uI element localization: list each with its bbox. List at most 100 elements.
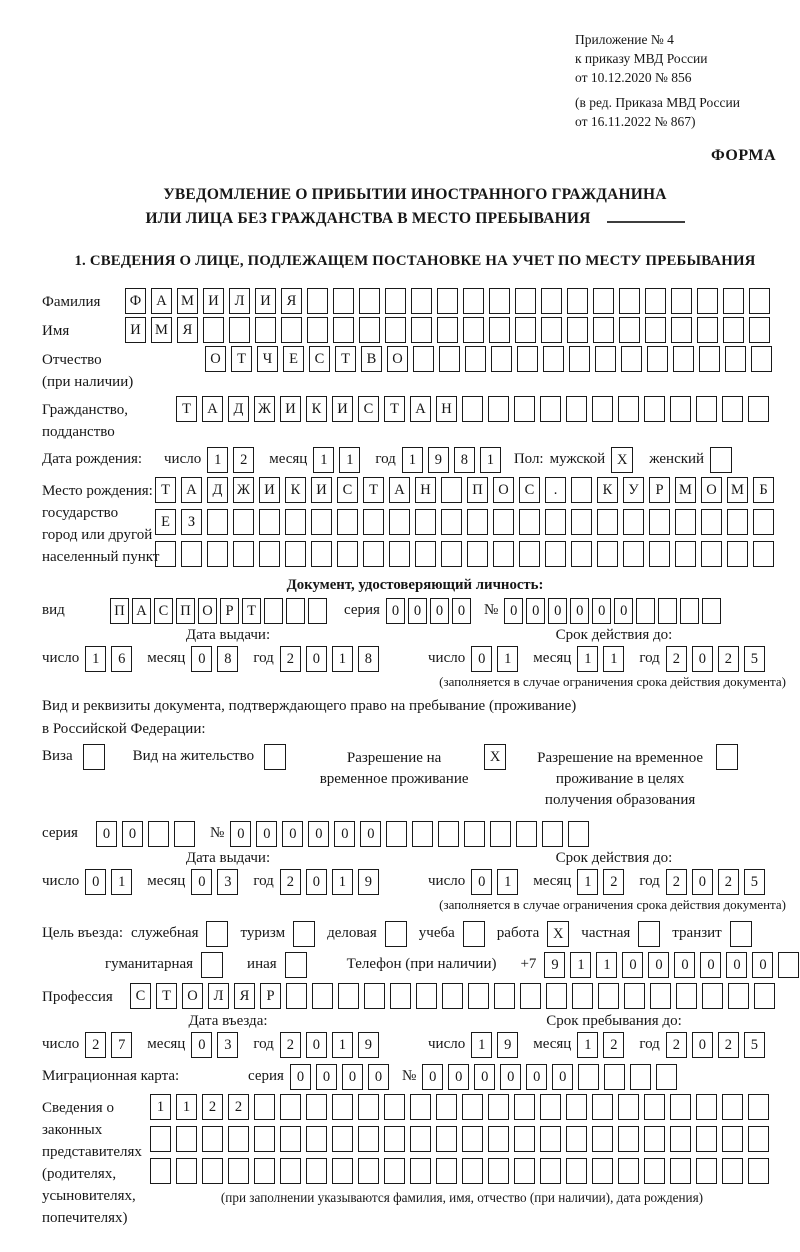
checkbox-cell[interactable] bbox=[264, 744, 287, 770]
char-box[interactable]: 0 bbox=[448, 1064, 470, 1090]
char-box[interactable]: 5 bbox=[743, 646, 765, 672]
char-box[interactable]: Я bbox=[234, 983, 255, 1009]
char-box[interactable]: Т bbox=[335, 346, 356, 372]
char-box[interactable] bbox=[286, 598, 305, 624]
char-box[interactable] bbox=[264, 598, 283, 624]
char-box[interactable] bbox=[748, 396, 769, 422]
checkbox-cell[interactable] bbox=[293, 921, 316, 947]
char-box[interactable] bbox=[436, 1126, 457, 1152]
char-box[interactable]: 0 bbox=[752, 952, 774, 978]
char-box[interactable]: 0 bbox=[500, 1064, 522, 1090]
char-box[interactable]: 0 bbox=[230, 821, 252, 847]
char-box[interactable] bbox=[467, 541, 488, 567]
char-box[interactable] bbox=[727, 509, 748, 535]
char-box[interactable] bbox=[203, 317, 224, 343]
char-box[interactable]: 2 bbox=[665, 646, 687, 672]
char-box[interactable]: 1 bbox=[331, 646, 353, 672]
char-box[interactable]: 0 bbox=[504, 598, 524, 624]
char-box[interactable] bbox=[306, 1158, 327, 1184]
char-box[interactable] bbox=[359, 317, 380, 343]
char-box[interactable] bbox=[545, 541, 566, 567]
char-box[interactable]: И bbox=[125, 317, 146, 343]
char-box[interactable]: 3 bbox=[217, 1032, 239, 1058]
char-box[interactable]: С bbox=[519, 477, 540, 503]
char-box[interactable]: Р bbox=[649, 477, 670, 503]
char-box[interactable] bbox=[463, 288, 484, 314]
checkbox-cell[interactable] bbox=[638, 921, 661, 947]
checkbox-cell[interactable] bbox=[729, 921, 752, 947]
char-box[interactable] bbox=[675, 509, 696, 535]
char-box[interactable] bbox=[464, 821, 486, 847]
char-box[interactable]: 1 bbox=[331, 1032, 353, 1058]
char-box[interactable]: . bbox=[545, 477, 566, 503]
char-box[interactable] bbox=[514, 396, 535, 422]
char-box[interactable]: 0 bbox=[526, 598, 546, 624]
char-box[interactable]: 0 bbox=[191, 646, 213, 672]
char-box[interactable]: 2 bbox=[717, 646, 739, 672]
char-box[interactable] bbox=[592, 396, 613, 422]
char-box[interactable]: 1 bbox=[339, 447, 361, 473]
char-box[interactable]: 1 bbox=[150, 1094, 171, 1120]
char-box[interactable]: 0 bbox=[289, 1064, 311, 1090]
char-box[interactable] bbox=[280, 1126, 301, 1152]
char-box[interactable]: Я bbox=[281, 288, 302, 314]
char-box[interactable] bbox=[181, 541, 202, 567]
char-box[interactable] bbox=[465, 346, 486, 372]
char-box[interactable] bbox=[280, 1094, 301, 1120]
char-box[interactable] bbox=[363, 509, 384, 535]
char-box[interactable] bbox=[358, 1158, 379, 1184]
char-box[interactable] bbox=[259, 541, 280, 567]
char-box[interactable]: И bbox=[203, 288, 224, 314]
char-box[interactable]: 9 bbox=[427, 447, 449, 473]
char-box[interactable]: 1 bbox=[577, 869, 599, 895]
char-box[interactable] bbox=[566, 1158, 587, 1184]
char-box[interactable] bbox=[701, 541, 722, 567]
char-box[interactable]: 1 bbox=[176, 1094, 197, 1120]
char-box[interactable]: Н bbox=[415, 477, 436, 503]
char-box[interactable] bbox=[649, 541, 670, 567]
char-box[interactable]: 0 bbox=[191, 1032, 213, 1058]
char-box[interactable]: М bbox=[177, 288, 198, 314]
char-box[interactable] bbox=[569, 346, 590, 372]
char-box[interactable]: 2 bbox=[665, 1032, 687, 1058]
char-box[interactable] bbox=[337, 541, 358, 567]
char-box[interactable] bbox=[385, 317, 406, 343]
char-box[interactable]: 1 bbox=[85, 646, 107, 672]
char-box[interactable] bbox=[437, 288, 458, 314]
char-box[interactable]: 6 bbox=[111, 646, 133, 672]
char-box[interactable] bbox=[592, 1094, 613, 1120]
char-box[interactable] bbox=[493, 509, 514, 535]
char-box[interactable] bbox=[515, 288, 536, 314]
char-box[interactable]: В bbox=[361, 346, 382, 372]
char-box[interactable] bbox=[384, 1094, 405, 1120]
char-box[interactable] bbox=[636, 598, 656, 624]
char-box[interactable]: 0 bbox=[451, 598, 471, 624]
char-box[interactable]: 0 bbox=[614, 598, 634, 624]
char-box[interactable] bbox=[670, 1158, 691, 1184]
char-box[interactable] bbox=[229, 317, 250, 343]
char-box[interactable]: 9 bbox=[497, 1032, 519, 1058]
char-box[interactable]: 2 bbox=[717, 869, 739, 895]
char-box[interactable] bbox=[543, 346, 564, 372]
char-box[interactable] bbox=[415, 541, 436, 567]
char-box[interactable] bbox=[754, 983, 775, 1009]
char-box[interactable]: 0 bbox=[648, 952, 670, 978]
char-box[interactable]: 0 bbox=[429, 598, 449, 624]
char-box[interactable]: 9 bbox=[544, 952, 566, 978]
char-box[interactable] bbox=[358, 1094, 379, 1120]
char-box[interactable] bbox=[540, 1126, 561, 1152]
char-box[interactable] bbox=[753, 509, 774, 535]
char-box[interactable] bbox=[307, 288, 328, 314]
char-box[interactable] bbox=[155, 541, 176, 567]
char-box[interactable]: П bbox=[176, 598, 195, 624]
char-box[interactable] bbox=[519, 509, 540, 535]
char-box[interactable] bbox=[618, 1126, 639, 1152]
char-box[interactable] bbox=[644, 1094, 665, 1120]
char-box[interactable] bbox=[307, 317, 328, 343]
char-box[interactable]: Д bbox=[207, 477, 228, 503]
char-box[interactable] bbox=[542, 821, 564, 847]
char-box[interactable]: М bbox=[675, 477, 696, 503]
char-box[interactable] bbox=[493, 541, 514, 567]
char-box[interactable] bbox=[572, 983, 593, 1009]
char-box[interactable] bbox=[489, 288, 510, 314]
